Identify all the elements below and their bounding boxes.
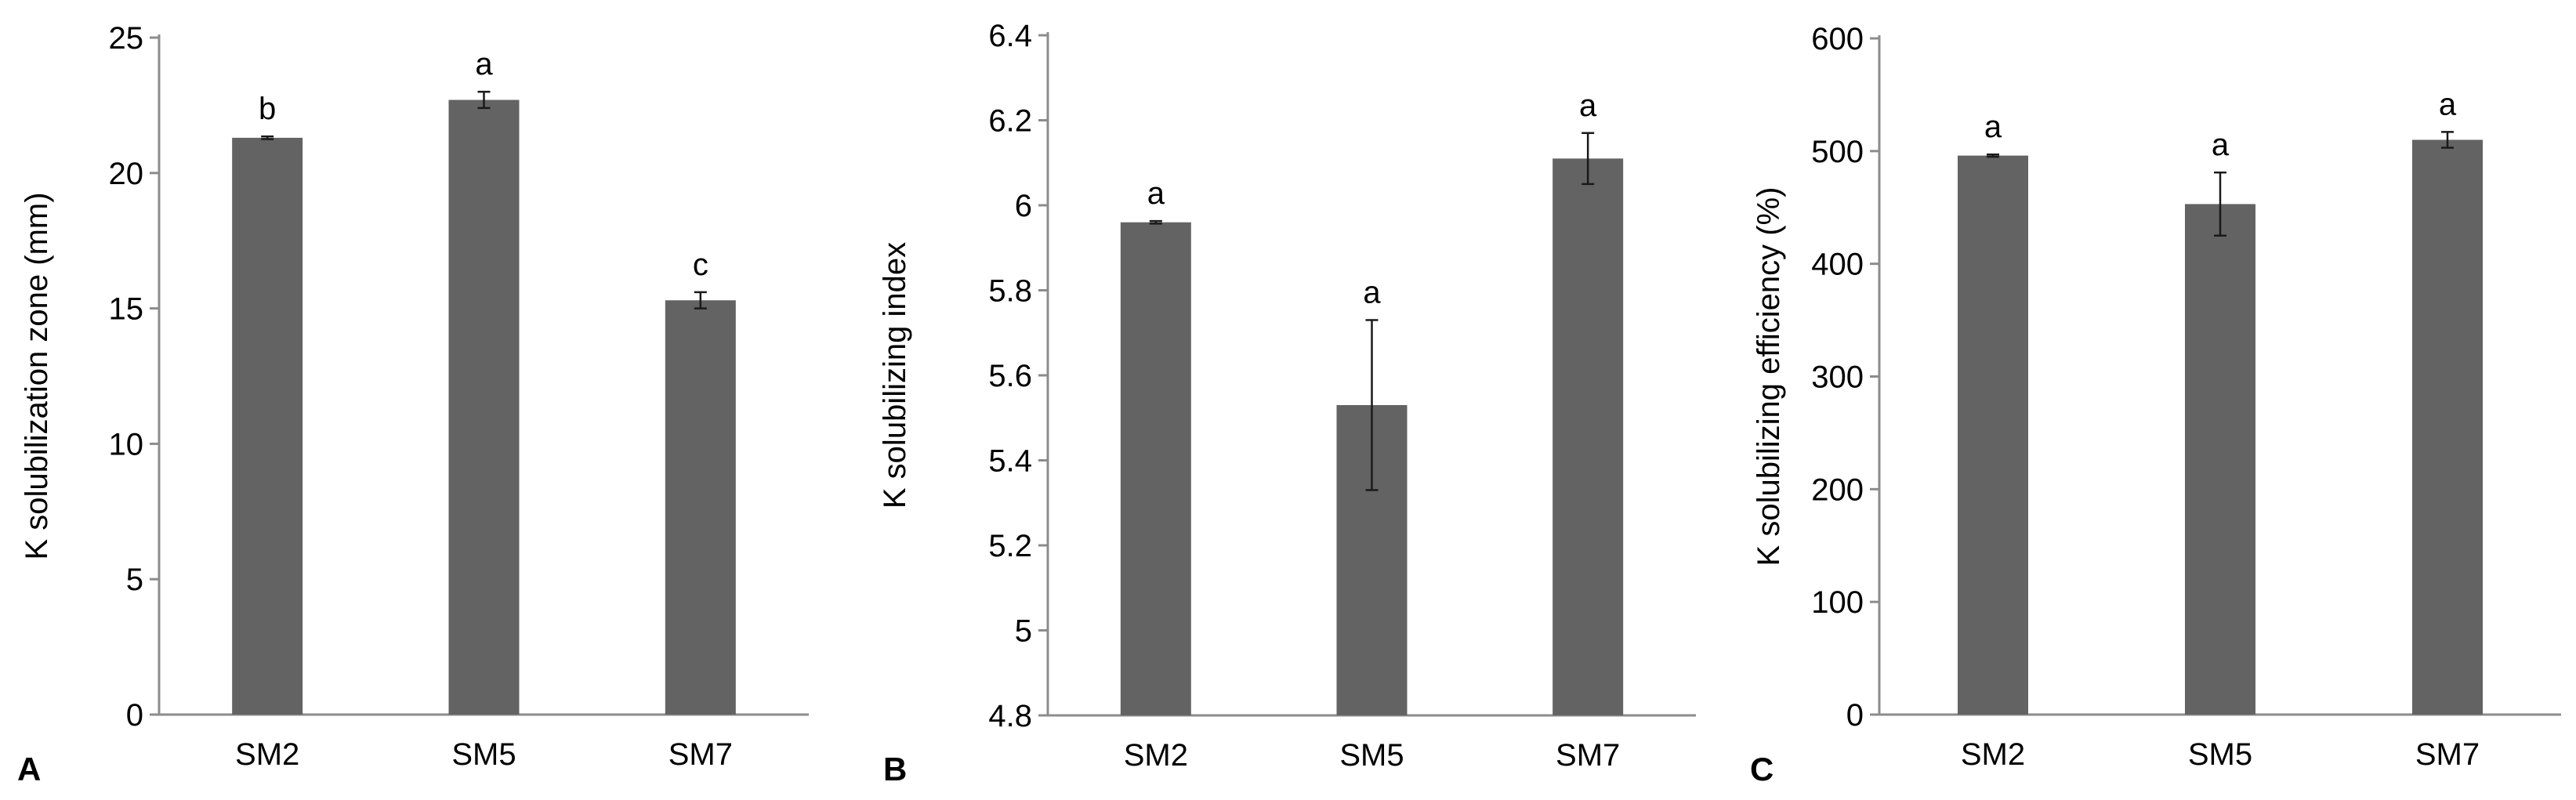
significance-label: a xyxy=(2439,87,2457,121)
y-tick-label: 6 xyxy=(1015,189,1032,223)
y-tick-label: 600 xyxy=(1811,22,1864,56)
y-tick-label: 4.8 xyxy=(988,699,1032,733)
panel-letter: C xyxy=(1750,751,1773,787)
y-tick-label: 100 xyxy=(1811,585,1864,620)
bar-sm7 xyxy=(2412,139,2483,715)
y-tick-label: 10 xyxy=(109,427,144,462)
y-tick-label: 25 xyxy=(109,21,144,56)
x-tick-label: SM2 xyxy=(1124,738,1188,773)
significance-label: b xyxy=(259,92,276,126)
significance-label: a xyxy=(1363,275,1381,310)
y-tick-label: 15 xyxy=(109,292,144,327)
x-tick-label: SM7 xyxy=(1556,738,1620,773)
x-tick-label: SM5 xyxy=(451,737,516,772)
y-tick-label: 5.6 xyxy=(988,359,1032,393)
significance-label: a xyxy=(475,47,493,81)
y-axis-title: K solubilization zone (mm) xyxy=(20,192,54,559)
significance-label: a xyxy=(1984,110,2002,144)
x-tick-label: SM2 xyxy=(1961,737,2025,772)
significance-label: a xyxy=(2212,128,2230,162)
y-tick-label: 5.8 xyxy=(988,274,1032,309)
y-tick-label: 0 xyxy=(126,698,143,733)
bar-sm5 xyxy=(448,100,520,715)
x-tick-label: SM5 xyxy=(2188,737,2252,772)
y-tick-label: 6.2 xyxy=(988,104,1032,139)
panel-b: 4.8 5 5.2 5.4 5.6 5.8 6 6.2 6.4 K solubilizing in… xyxy=(878,19,1696,787)
bar-sm7 xyxy=(665,300,736,715)
y-axis-title: K solubilizing efficiency (%) xyxy=(1752,187,1786,567)
bar-sm7 xyxy=(1552,158,1624,715)
y-tick-label: 5 xyxy=(1015,614,1032,649)
x-tick-label: SM7 xyxy=(2415,737,2480,772)
y-axis-title: K solubilizing index xyxy=(878,242,912,509)
significance-label: c xyxy=(693,248,708,282)
y-tick-label: 5 xyxy=(126,563,143,597)
panel-a: 0 5 10 15 20 25 K solubilization zone (mm) b SM2… xyxy=(17,21,809,787)
y-tick-label: 500 xyxy=(1811,135,1864,169)
y-tick-label: 5.2 xyxy=(988,529,1032,563)
y-tick-label: 200 xyxy=(1811,472,1864,507)
y-tick-label: 5.4 xyxy=(988,444,1032,479)
y-tick-label: 20 xyxy=(109,157,144,191)
panel-c: 0 100 200 300 400 500 600 K solubilizing effici… xyxy=(1750,22,2561,787)
y-tick-label: 0 xyxy=(1846,698,1864,733)
x-tick-label: SM2 xyxy=(235,737,299,772)
bar-sm2 xyxy=(1958,155,2028,715)
significance-label: a xyxy=(1579,89,1597,123)
y-tick-label: 6.4 xyxy=(988,19,1032,53)
bar-sm5 xyxy=(2185,204,2255,715)
x-tick-label: SM7 xyxy=(668,737,733,772)
y-tick-label: 300 xyxy=(1811,360,1864,395)
panel-letter: B xyxy=(883,751,907,787)
x-tick-label: SM5 xyxy=(1339,738,1404,773)
y-tick-label: 400 xyxy=(1811,248,1864,282)
bar-sm2 xyxy=(1120,222,1191,715)
panel-letter: A xyxy=(17,751,41,787)
bar-sm2 xyxy=(232,137,303,715)
significance-label: a xyxy=(1147,176,1165,211)
